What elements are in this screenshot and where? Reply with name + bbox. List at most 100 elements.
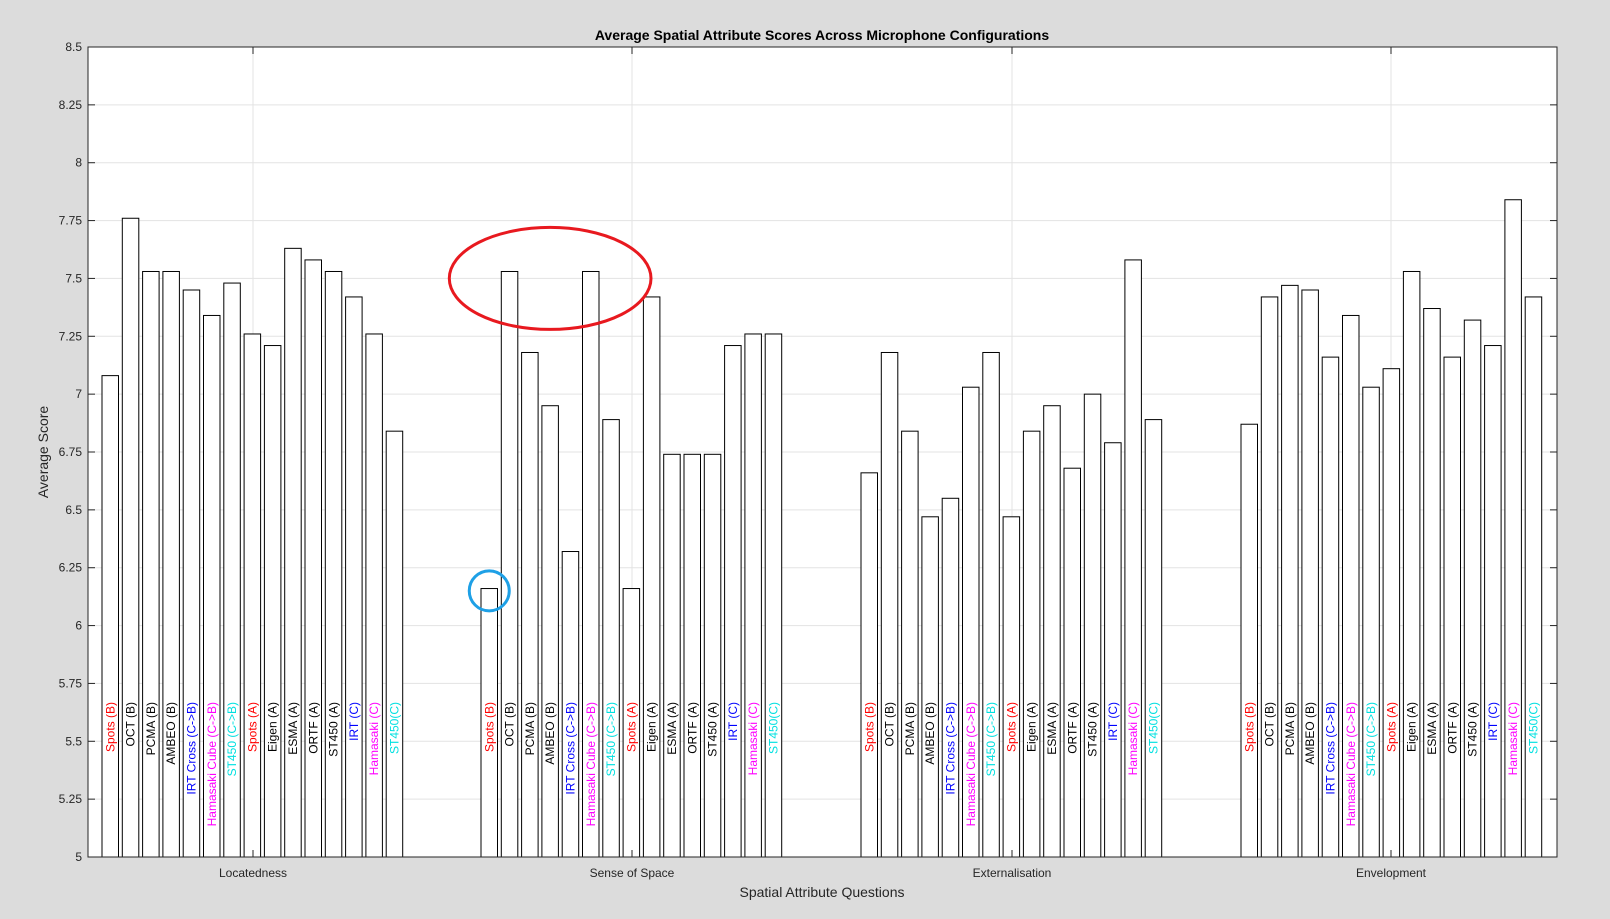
bar bbox=[243, 333, 262, 858]
bar-label: ST450 (C->B) bbox=[984, 702, 998, 776]
bar bbox=[263, 345, 282, 858]
bar-label: IRT (C) bbox=[726, 702, 740, 741]
bar bbox=[500, 270, 519, 858]
bar bbox=[101, 375, 119, 858]
bar bbox=[941, 497, 960, 858]
bar bbox=[284, 247, 302, 858]
bar bbox=[324, 270, 343, 858]
y-tick-label: 6 bbox=[75, 619, 82, 633]
bar-label: ESMA (A) bbox=[665, 702, 679, 755]
y-tick-label: 8.25 bbox=[59, 98, 83, 112]
bar-label: ST450 (C->B) bbox=[225, 702, 239, 776]
y-tick-label: 6.75 bbox=[59, 445, 83, 459]
bar bbox=[1362, 386, 1380, 858]
bar-label: AMBEO (B) bbox=[923, 702, 937, 765]
bar bbox=[1043, 405, 1061, 858]
bar bbox=[1301, 289, 1319, 858]
bar bbox=[642, 296, 661, 858]
bar bbox=[1063, 467, 1081, 858]
bar bbox=[1002, 516, 1021, 858]
y-axis-ticks: 5 5.25 5.5 5.75 6 6.25 6.5 6.75 7 7.25 7.5 7.75 8 8.2… bbox=[59, 40, 1557, 864]
highlight-ellipse bbox=[447, 225, 653, 331]
bar-label: ESMA (A) bbox=[1425, 702, 1439, 755]
bar bbox=[521, 351, 539, 858]
bar-label: Eigen (A) bbox=[1405, 702, 1419, 752]
bar-label: IRT Cross (C->B) bbox=[1323, 702, 1337, 795]
bar-label: IRT Cross (C->B) bbox=[184, 702, 198, 795]
bar bbox=[1083, 393, 1102, 858]
bar-label: Spots (A) bbox=[245, 702, 259, 752]
bar-label: Eigen (A) bbox=[266, 702, 280, 752]
bar-label: ORTF (A) bbox=[1445, 702, 1459, 754]
bar bbox=[1484, 345, 1502, 858]
bar-label: ST450 (A) bbox=[327, 702, 341, 757]
bar-label: ST450 (A) bbox=[706, 702, 720, 757]
bar-label: ST450(C) bbox=[387, 702, 401, 754]
y-tick-label: 7.5 bbox=[65, 271, 82, 285]
bar bbox=[921, 516, 939, 858]
bar-label: IRT (C) bbox=[1106, 702, 1120, 741]
bar-label: Hamasaki (C) bbox=[367, 702, 381, 775]
bar-label: Hamasaki (C) bbox=[746, 702, 760, 775]
bar-label: AMBEO (B) bbox=[1303, 702, 1317, 765]
bar-label: Spots (B) bbox=[103, 702, 117, 752]
bar bbox=[541, 405, 559, 858]
bar-label: Hamasaki Cube (C->B) bbox=[205, 702, 219, 826]
bar-label: Spots (A) bbox=[624, 702, 638, 752]
bar bbox=[1443, 356, 1461, 858]
bar bbox=[860, 472, 878, 858]
bar bbox=[345, 296, 363, 858]
bar-label: AMBEO (B) bbox=[164, 702, 178, 765]
bar-label: ESMA (A) bbox=[286, 702, 300, 755]
bar-label: PCMA (B) bbox=[1283, 702, 1297, 755]
bar-label: AMBEO (B) bbox=[543, 702, 557, 765]
bar-label: Hamasaki (C) bbox=[1506, 702, 1520, 775]
bar-label: OCT (B) bbox=[503, 702, 517, 746]
bar bbox=[1104, 442, 1122, 858]
y-tick-label: 8 bbox=[75, 156, 82, 170]
bar-label: IRT Cross (C->B) bbox=[563, 702, 577, 795]
bar bbox=[1524, 296, 1543, 858]
bar-label: ESMA (A) bbox=[1045, 702, 1059, 755]
bar bbox=[1423, 308, 1441, 858]
bar bbox=[121, 217, 140, 858]
y-tick-label: 6.5 bbox=[65, 503, 82, 517]
bar bbox=[602, 419, 620, 858]
x-tick-label: Locatedness bbox=[219, 866, 287, 880]
y-tick-label: 5.25 bbox=[59, 792, 83, 806]
bar-label: Spots (B) bbox=[862, 702, 876, 752]
bar-label: PCMA (B) bbox=[144, 702, 158, 755]
y-tick-label: 5.5 bbox=[65, 734, 82, 748]
y-tick-label: 7 bbox=[75, 387, 82, 401]
x-axis-ticks: Locatedness Sense of Space Externalisation… bbox=[219, 47, 1427, 880]
bar-label: Spots (A) bbox=[1384, 702, 1398, 752]
bar-label: ORTF (A) bbox=[306, 702, 320, 754]
bar bbox=[1240, 423, 1258, 858]
bar-label: Spots (A) bbox=[1004, 702, 1018, 752]
bar-label: ST450 (A) bbox=[1466, 702, 1480, 757]
bar bbox=[162, 270, 180, 858]
bar-label: IRT (C) bbox=[1486, 702, 1500, 741]
y-tick-label: 7.25 bbox=[59, 329, 83, 343]
y-tick-label: 5 bbox=[75, 850, 82, 864]
y-tick-label: 7.75 bbox=[59, 214, 83, 228]
bar bbox=[880, 351, 899, 858]
bar-label: Hamasaki Cube (C->B) bbox=[964, 702, 978, 826]
bar-label: Hamasaki Cube (C->B) bbox=[1344, 702, 1358, 826]
bar-label: ORTF (A) bbox=[685, 702, 699, 754]
y-tick-label: 5.75 bbox=[59, 676, 83, 690]
y-tick-label: 6.25 bbox=[59, 561, 83, 575]
bar bbox=[304, 259, 322, 858]
bar-label: OCT (B) bbox=[883, 702, 897, 746]
bar bbox=[982, 351, 1000, 858]
bar-label: Hamasaki Cube (C->B) bbox=[584, 702, 598, 826]
bar-label: ORTF (A) bbox=[1065, 702, 1079, 754]
bar bbox=[365, 333, 383, 858]
bar bbox=[683, 453, 701, 858]
x-tick-label: Envelopment bbox=[1356, 866, 1427, 880]
x-tick-label: Externalisation bbox=[973, 866, 1052, 880]
bar-labels: Spots (B) OCT (B) PCMA (B) AMBEO (B) IRT Cro… bbox=[103, 702, 1540, 826]
bar bbox=[142, 270, 160, 858]
bar-label: ST450(C) bbox=[766, 702, 780, 754]
bar-label: ST450 (C->B) bbox=[604, 702, 618, 776]
